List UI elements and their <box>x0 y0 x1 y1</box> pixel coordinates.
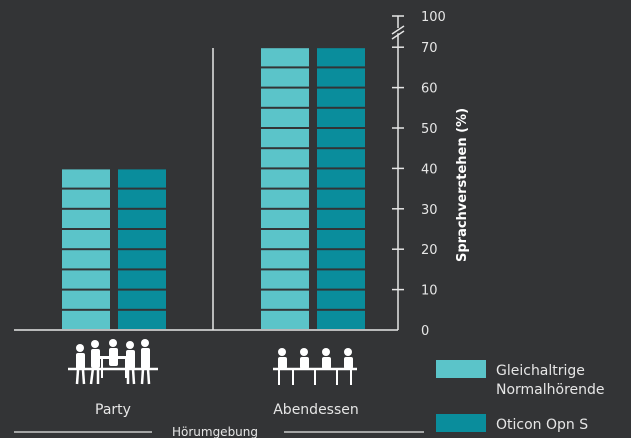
bar-segment <box>261 129 309 148</box>
bar-segment <box>62 290 110 309</box>
bar-segment <box>118 230 166 249</box>
y-tick-label-10: 10 <box>421 284 438 299</box>
bar-segment <box>261 290 309 309</box>
y-tick-label-30: 30 <box>421 203 438 218</box>
axis-break-mark <box>391 25 405 40</box>
bar-party-normal <box>62 169 110 329</box>
bar-segment <box>118 250 166 269</box>
legend-label-normal-line2: Normalhörende <box>496 382 605 398</box>
bar-segment <box>317 310 365 329</box>
bar-segment <box>261 68 309 87</box>
bar-segment <box>317 129 365 148</box>
bar-segment <box>62 189 110 208</box>
bar-segment <box>317 169 365 188</box>
bar-segment <box>261 270 309 289</box>
category-label-abendessen: Abendessen <box>273 402 359 418</box>
legend: Gleichaltrige Normalhörende Oticon Opn S <box>436 360 605 433</box>
bar-party-opn-s <box>118 169 166 329</box>
y-tick-label-70: 70 <box>421 41 438 56</box>
bar-abendessen-opn-s <box>317 48 365 329</box>
y-tick-label-50: 50 <box>421 122 438 137</box>
bar-segment <box>261 149 309 168</box>
bar-segment <box>317 48 365 67</box>
bar-segment <box>62 169 110 188</box>
bar-segment <box>317 230 365 249</box>
bar-segment <box>62 310 110 329</box>
bar-segment <box>62 209 110 228</box>
bar-segment <box>261 189 309 208</box>
bar-segment <box>118 209 166 228</box>
bar-abendessen-normal <box>261 48 309 329</box>
y-tick-label-100: 100 <box>421 10 446 25</box>
bar-segment <box>261 250 309 269</box>
bar-segment <box>317 270 365 289</box>
y-tick-label-40: 40 <box>421 162 438 177</box>
y-tick-label-0: 0 <box>421 324 429 339</box>
bars-group <box>62 48 365 329</box>
y-tick-label-20: 20 <box>421 243 438 258</box>
bar-segment <box>62 250 110 269</box>
bar-segment <box>261 88 309 107</box>
bar-segment <box>317 250 365 269</box>
bar-segment <box>62 230 110 249</box>
bar-segment <box>317 189 365 208</box>
dinner-people-icon <box>273 348 357 385</box>
y-tick-label-60: 60 <box>421 82 438 97</box>
x-axis-title: Hörumgebung <box>172 425 258 438</box>
bar-segment <box>261 230 309 249</box>
party-people-icon <box>68 339 158 385</box>
bar-segment <box>261 169 309 188</box>
bar-segment <box>261 48 309 67</box>
bar-segment <box>317 290 365 309</box>
bar-segment <box>118 290 166 309</box>
legend-label-normal-line1: Gleichaltrige <box>496 363 585 379</box>
bar-segment <box>118 270 166 289</box>
y-axis: 0 10 20 30 40 50 60 70 100 <box>391 10 446 339</box>
legend-swatch-normal <box>436 360 486 378</box>
bar-segment <box>62 270 110 289</box>
bar-segment <box>317 68 365 87</box>
bar-segment <box>317 88 365 107</box>
legend-label-opn-s: Oticon Opn S <box>496 417 588 433</box>
bar-segment <box>261 310 309 329</box>
bar-segment <box>317 108 365 127</box>
bar-segment <box>118 189 166 208</box>
legend-swatch-opn-s <box>436 414 486 432</box>
bar-segment <box>118 169 166 188</box>
y-axis-title: Sprachverstehen (%) <box>455 108 470 262</box>
bar-segment <box>118 310 166 329</box>
bar-segment <box>317 209 365 228</box>
bar-segment <box>317 149 365 168</box>
bar-segment <box>261 108 309 127</box>
category-label-party: Party <box>95 402 131 418</box>
bar-segment <box>261 209 309 228</box>
